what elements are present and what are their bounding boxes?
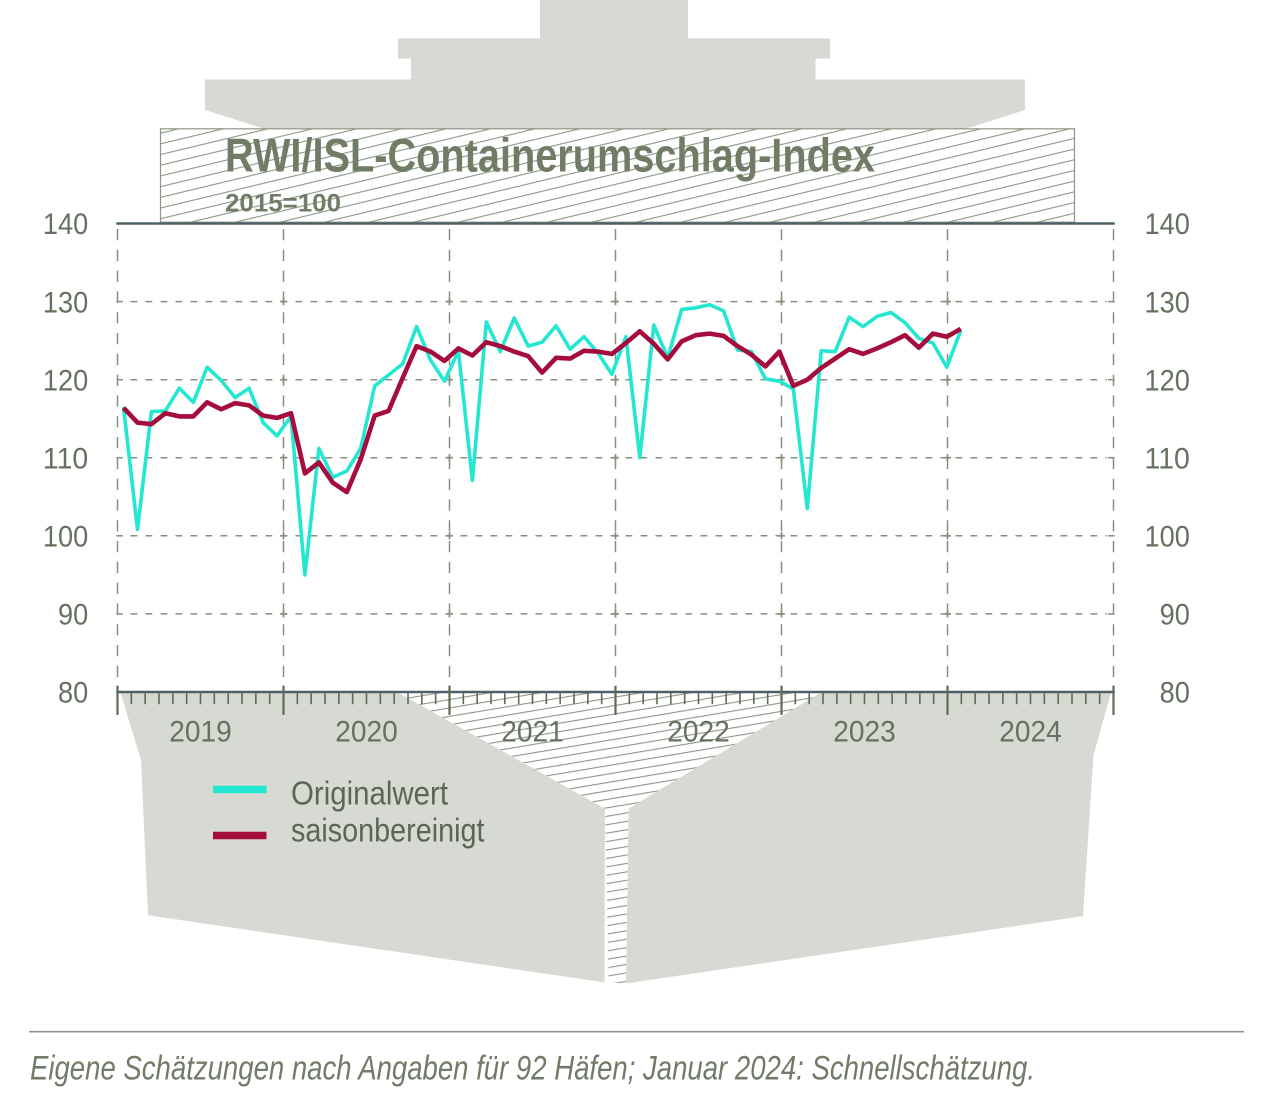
svg-text:80: 80 bbox=[1160, 677, 1190, 710]
svg-text:110: 110 bbox=[43, 442, 88, 475]
svg-text:2023: 2023 bbox=[833, 716, 896, 749]
svg-text:2022: 2022 bbox=[667, 716, 730, 749]
svg-text:2015=100: 2015=100 bbox=[225, 190, 341, 218]
svg-text:2021: 2021 bbox=[501, 716, 564, 749]
svg-text:120: 120 bbox=[1145, 364, 1190, 397]
svg-text:130: 130 bbox=[43, 286, 88, 319]
svg-text:90: 90 bbox=[58, 599, 88, 632]
svg-text:Eigene Schätzungen nach Angabe: Eigene Schätzungen nach Angaben für 92 H… bbox=[30, 1050, 1035, 1088]
svg-text:saisonbereinigt: saisonbereinigt bbox=[291, 812, 485, 849]
svg-text:2024: 2024 bbox=[999, 716, 1062, 749]
svg-text:2020: 2020 bbox=[335, 716, 398, 749]
svg-text:140: 140 bbox=[1145, 208, 1190, 241]
svg-text:2019: 2019 bbox=[169, 716, 232, 749]
svg-text:110: 110 bbox=[1145, 442, 1190, 475]
svg-text:140: 140 bbox=[43, 208, 88, 241]
svg-text:100: 100 bbox=[43, 521, 88, 554]
svg-text:100: 100 bbox=[1145, 521, 1190, 554]
svg-text:80: 80 bbox=[58, 677, 88, 710]
svg-text:Originalwert: Originalwert bbox=[291, 775, 448, 812]
svg-text:120: 120 bbox=[43, 364, 88, 397]
svg-text:90: 90 bbox=[1160, 599, 1190, 632]
svg-text:RWI/ISL-Containerumschlag-Inde: RWI/ISL-Containerumschlag-Index bbox=[225, 129, 875, 182]
svg-text:130: 130 bbox=[1145, 286, 1190, 319]
